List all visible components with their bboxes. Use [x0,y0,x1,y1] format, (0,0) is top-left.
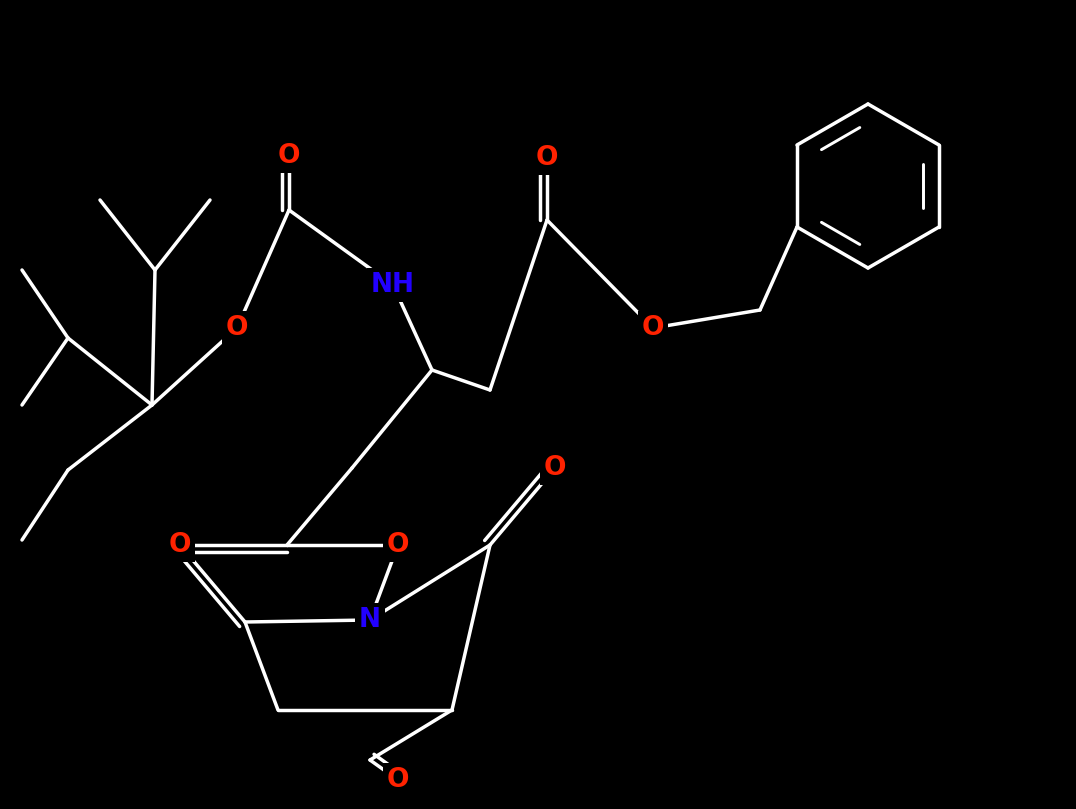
Text: O: O [164,532,186,558]
Text: N: N [359,607,381,633]
Text: O: O [386,767,409,793]
Text: O: O [536,145,558,171]
Text: O: O [169,532,192,558]
Text: O: O [641,315,664,341]
Text: O: O [226,315,249,341]
Text: O: O [278,143,300,169]
Text: NH: NH [371,272,415,298]
Text: O: O [543,455,566,481]
Text: O: O [386,532,409,558]
